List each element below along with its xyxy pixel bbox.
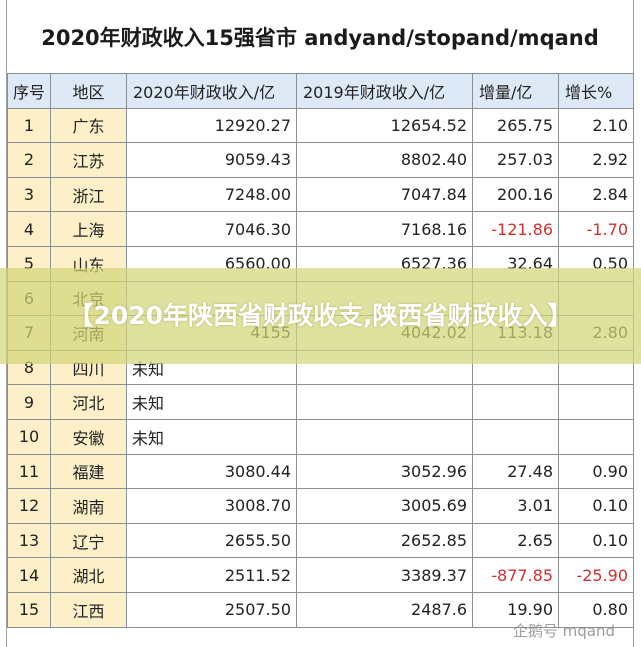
table-row: 15 江西 2507.50 2487.6 19.90 0.80: [7, 591, 634, 628]
cell-region: 江西: [50, 591, 127, 628]
banner-title: 【2020年陕西省财政收支,陕西省财政收入】: [68, 301, 573, 330]
overlay-banner[interactable]: 【2020年陕西省财政收支,陕西省财政收入】: [0, 268, 641, 364]
cell-region: 河北: [50, 384, 127, 420]
cell-2020: 2511.52: [126, 557, 297, 593]
cell-2020: 2655.50: [126, 522, 297, 559]
cell-2020: 未知: [126, 384, 297, 420]
cell-index: 11: [7, 453, 51, 490]
cell-growth: 2.84: [558, 176, 634, 213]
cell-growth: -1.70: [558, 211, 634, 247]
cell-2019: 2487.6: [296, 591, 473, 628]
cell-2020: 2507.50: [126, 591, 297, 628]
column-header-region: 地区: [50, 73, 127, 109]
cell-region: 上海: [50, 211, 127, 247]
cell-2020: 未知: [126, 418, 297, 455]
cell-growth: 2.10: [558, 107, 634, 144]
cell-growth: [558, 418, 634, 455]
cell-delta: 2.65: [472, 522, 559, 559]
table-row: 12 湖南 3008.70 3005.69 3.01 0.10: [7, 488, 634, 524]
cell-index: 14: [7, 557, 51, 593]
cell-delta: 265.75: [472, 107, 559, 144]
cell-index: 9: [7, 384, 51, 420]
cell-2019: 7168.16: [296, 211, 473, 247]
cell-region: 福建: [50, 453, 127, 490]
cell-index: 1: [7, 107, 51, 144]
cell-delta: 3.01: [472, 488, 559, 524]
cell-2020: 7248.00: [126, 176, 297, 213]
table-title: 2020年财政收入15强省市 andyand/stopand/mqand: [7, 0, 633, 73]
cell-2020: 9059.43: [126, 142, 297, 178]
table-row: 1 广东 12920.27 12654.52 265.75 2.10: [7, 107, 634, 144]
cell-index: 10: [7, 418, 51, 455]
cell-2020: 3080.44: [126, 453, 297, 490]
cell-2019: 7047.84: [296, 176, 473, 213]
cell-delta: -121.86: [472, 211, 559, 247]
cell-2019: 3005.69: [296, 488, 473, 524]
watermark: 企鹅号 mqand: [512, 622, 615, 640]
cell-index: 2: [7, 142, 51, 178]
cell-region: 湖北: [50, 557, 127, 593]
cell-region: 湖南: [50, 488, 127, 524]
cell-delta: 257.03: [472, 142, 559, 178]
cell-index: 4: [7, 211, 51, 247]
cell-2019: 3052.96: [296, 453, 473, 490]
cell-2019: 2652.85: [296, 522, 473, 559]
cell-region: 安徽: [50, 418, 127, 455]
cell-delta: [472, 384, 559, 420]
cell-growth: 0.10: [558, 522, 634, 559]
cell-2020: 7046.30: [126, 211, 297, 247]
table-row: 13 辽宁 2655.50 2652.85 2.65 0.10: [7, 522, 634, 559]
cell-2020: 3008.70: [126, 488, 297, 524]
column-header-2020: 2020年财政收入/亿: [126, 73, 297, 109]
cell-delta: 200.16: [472, 176, 559, 213]
column-header-2019: 2019年财政收入/亿: [296, 73, 473, 109]
table-row: 2 江苏 9059.43 8802.40 257.03 2.92: [7, 142, 634, 178]
table-row: 14 湖北 2511.52 3389.37 -877.85 -25.90: [7, 557, 634, 593]
table-row: 9 河北 未知: [7, 384, 634, 420]
table-row: 10 安徽 未知: [7, 418, 634, 455]
cell-region: 江苏: [50, 142, 127, 178]
cell-index: 3: [7, 176, 51, 213]
cell-index: 15: [7, 591, 51, 628]
header-row: 序号 地区 2020年财政收入/亿 2019年财政收入/亿 增量/亿 增长%: [7, 73, 634, 109]
cell-growth: 0.90: [558, 453, 634, 490]
table-row: 3 浙江 7248.00 7047.84 200.16 2.84: [7, 176, 634, 213]
table-body: 1 广东 12920.27 12654.52 265.75 2.10 2 江苏 9059.43 8…: [7, 107, 634, 628]
cell-2019: 3389.37: [296, 557, 473, 593]
cell-region: 辽宁: [50, 522, 127, 559]
cell-growth: 0.10: [558, 488, 634, 524]
column-header-index: 序号: [7, 73, 51, 109]
cell-region: 浙江: [50, 176, 127, 213]
cell-growth: 0.80: [558, 591, 634, 628]
cell-region: 广东: [50, 107, 127, 144]
cell-index: 13: [7, 522, 51, 559]
column-header-delta: 增量/亿: [472, 73, 559, 109]
cell-index: 12: [7, 488, 51, 524]
cell-2019: [296, 418, 473, 455]
cell-delta: [472, 418, 559, 455]
cell-2019: [296, 384, 473, 420]
cell-2019: 8802.40: [296, 142, 473, 178]
cell-growth: -25.90: [558, 557, 634, 593]
cell-delta: -877.85: [472, 557, 559, 593]
table-row: 11 福建 3080.44 3052.96 27.48 0.90: [7, 453, 634, 490]
column-header-growth: 增长%: [558, 73, 634, 109]
cell-2020: 12920.27: [126, 107, 297, 144]
cell-growth: [558, 384, 634, 420]
table-row: 4 上海 7046.30 7168.16 -121.86 -1.70: [7, 211, 634, 247]
cell-delta: 19.90: [472, 591, 559, 628]
cell-growth: 2.92: [558, 142, 634, 178]
cell-2019: 12654.52: [296, 107, 473, 144]
cell-delta: 27.48: [472, 453, 559, 490]
